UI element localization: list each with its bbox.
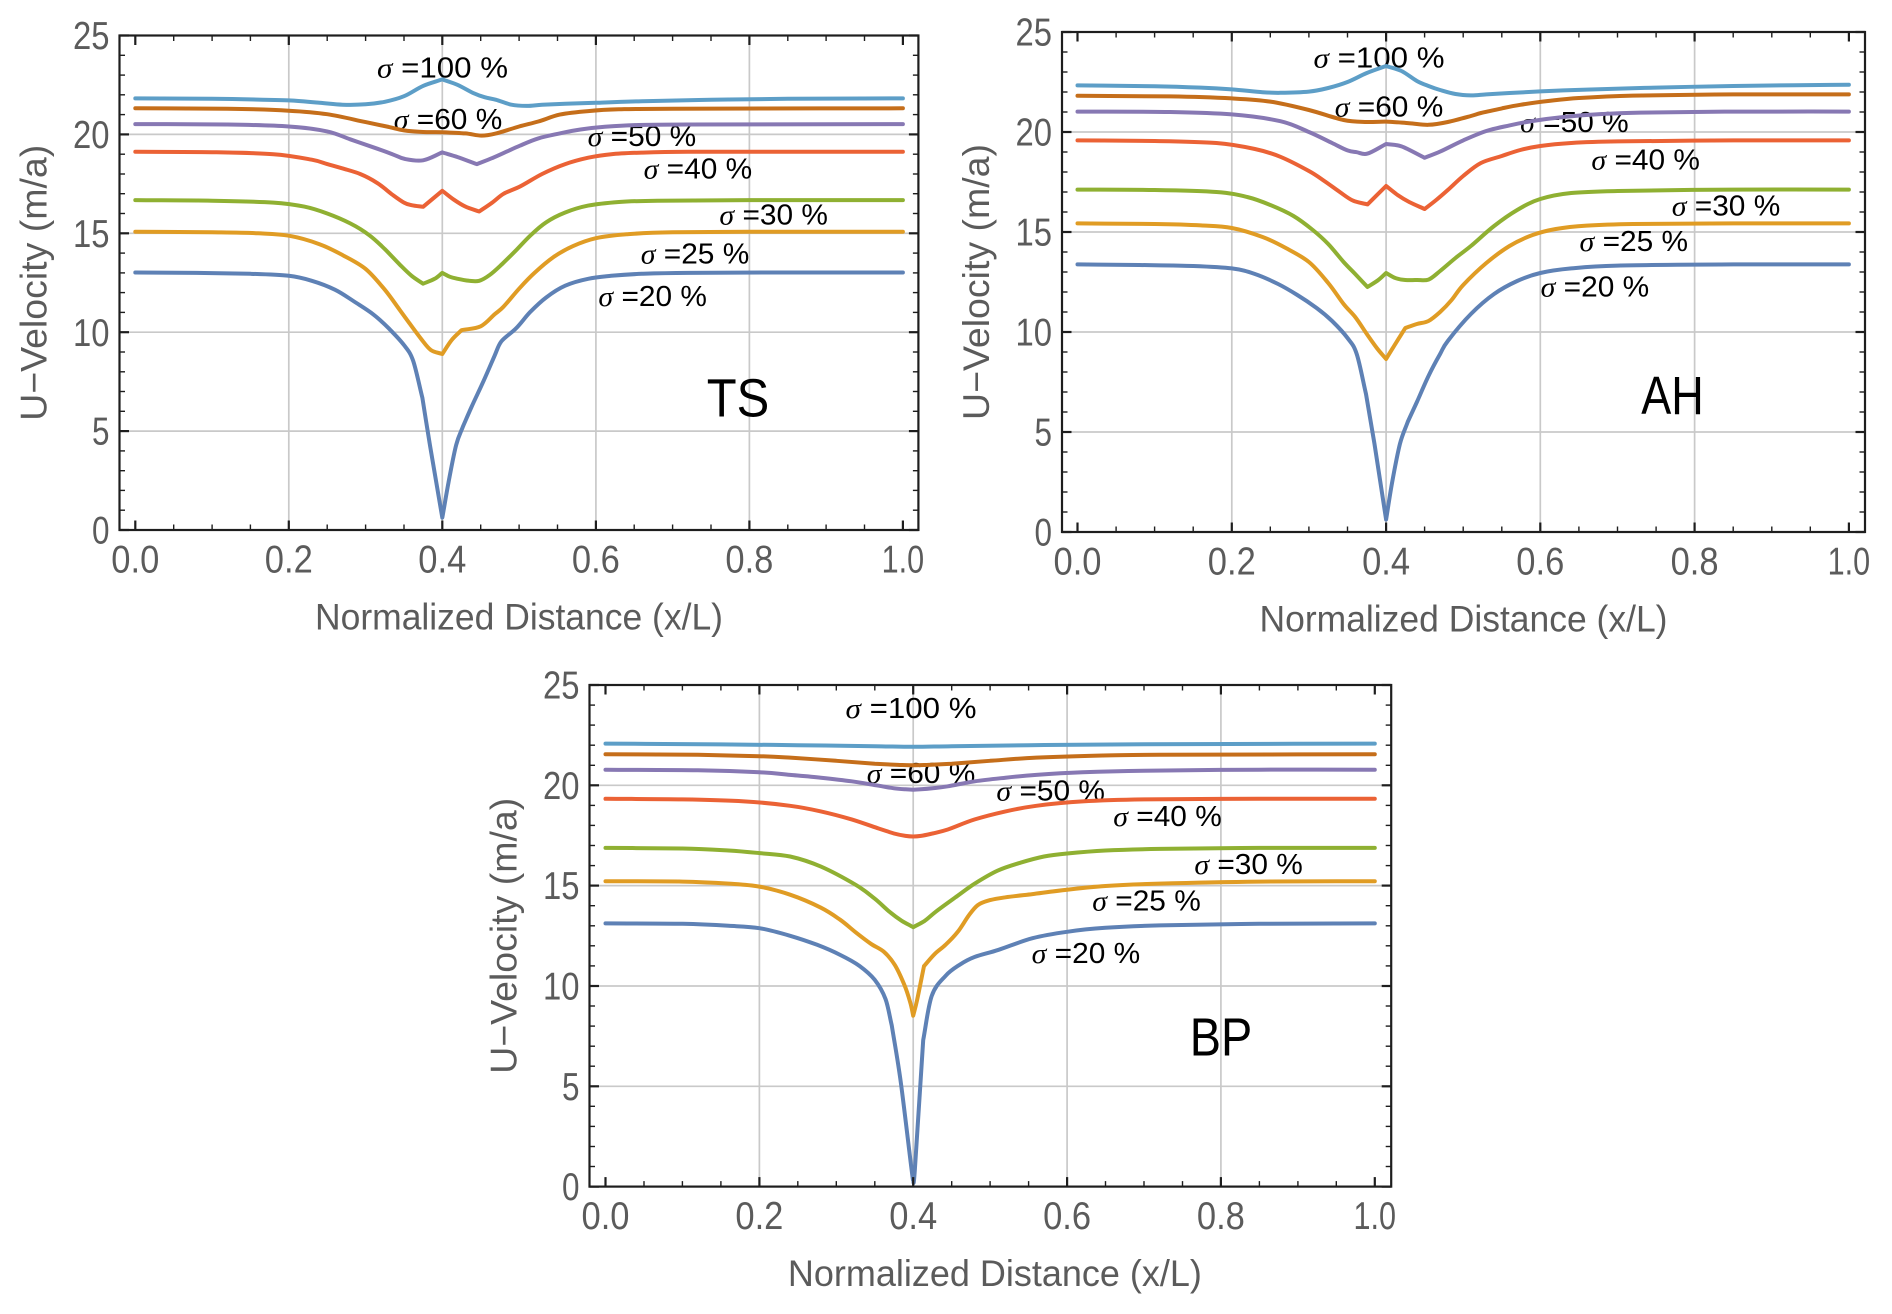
svg-text:0.4: 0.4 (1362, 541, 1410, 584)
svg-text:0.8: 0.8 (1197, 1195, 1245, 1238)
svg-text:25: 25 (543, 665, 580, 708)
svg-text:Normalized Distance (x/L): Normalized Distance (x/L) (788, 1253, 1202, 1294)
svg-text:20: 20 (1016, 112, 1053, 155)
svg-text:15: 15 (73, 213, 110, 256)
svg-text:BP: BP (1190, 1009, 1253, 1068)
svg-text:0.2: 0.2 (735, 1195, 783, 1238)
svg-text:5: 5 (92, 411, 110, 454)
svg-text:σ =40 %: σ =40 % (644, 154, 753, 186)
svg-text:15: 15 (543, 865, 580, 908)
svg-text:10: 10 (543, 966, 580, 1009)
svg-text:σ =40 %: σ =40 % (1113, 801, 1222, 833)
svg-text:σ =25 %: σ =25 % (1092, 885, 1201, 917)
svg-text:1.0: 1.0 (882, 539, 925, 582)
svg-text:0.0: 0.0 (1054, 541, 1102, 584)
svg-text:U−Velocity (m/a): U−Velocity (m/a) (484, 798, 525, 1074)
svg-text:σ =60 %: σ =60 % (1335, 92, 1444, 124)
svg-text:0.6: 0.6 (1043, 1195, 1091, 1238)
svg-text:0.0: 0.0 (582, 1195, 630, 1238)
svg-text:10: 10 (73, 312, 110, 355)
svg-text:σ =25 %: σ =25 % (641, 238, 750, 270)
svg-text:U−Velocity (m/a): U−Velocity (m/a) (14, 145, 55, 421)
svg-text:U−Velocity (m/a): U−Velocity (m/a) (956, 144, 997, 420)
svg-text:0.6: 0.6 (572, 539, 620, 582)
svg-text:10: 10 (1016, 312, 1053, 355)
svg-text:0.4: 0.4 (889, 1195, 937, 1238)
svg-text:Normalized Distance (x/L): Normalized Distance (x/L) (1260, 599, 1668, 640)
svg-text:σ =100 %: σ =100 % (1314, 43, 1445, 75)
svg-text:σ =40 %: σ =40 % (1591, 145, 1700, 177)
svg-text:0.0: 0.0 (111, 539, 159, 582)
svg-text:σ =100 %: σ =100 % (377, 53, 508, 85)
svg-text:25: 25 (73, 15, 110, 58)
svg-text:20: 20 (543, 765, 580, 808)
svg-text:0.2: 0.2 (1208, 541, 1256, 584)
svg-text:σ =20 %: σ =20 % (598, 281, 707, 313)
svg-text:5: 5 (1035, 412, 1053, 455)
svg-text:20: 20 (73, 114, 110, 157)
svg-text:σ =30 %: σ =30 % (1672, 191, 1781, 223)
svg-text:1.0: 1.0 (1354, 1195, 1397, 1238)
svg-text:0.8: 0.8 (1671, 541, 1719, 584)
svg-text:σ =100 %: σ =100 % (846, 693, 977, 725)
svg-text:σ =30 %: σ =30 % (719, 199, 828, 231)
svg-text:σ =25 %: σ =25 % (1580, 226, 1689, 258)
svg-text:0: 0 (92, 510, 110, 553)
svg-text:1.0: 1.0 (1828, 541, 1871, 584)
svg-text:σ =30 %: σ =30 % (1194, 849, 1303, 881)
svg-text:0: 0 (1035, 512, 1053, 555)
svg-text:25: 25 (1016, 12, 1053, 55)
svg-text:0.4: 0.4 (418, 539, 466, 582)
svg-text:TS: TS (707, 370, 770, 429)
svg-text:σ =20 %: σ =20 % (1032, 938, 1141, 970)
svg-text:15: 15 (1016, 212, 1053, 255)
svg-text:0: 0 (562, 1166, 580, 1209)
svg-text:Normalized Distance (x/L): Normalized Distance (x/L) (315, 597, 723, 638)
svg-text:0.8: 0.8 (725, 539, 773, 582)
svg-text:0.6: 0.6 (1516, 541, 1564, 584)
svg-text:AH: AH (1641, 367, 1704, 426)
svg-text:σ =20 %: σ =20 % (1541, 272, 1650, 304)
svg-text:5: 5 (562, 1066, 580, 1109)
svg-text:0.2: 0.2 (265, 539, 313, 582)
